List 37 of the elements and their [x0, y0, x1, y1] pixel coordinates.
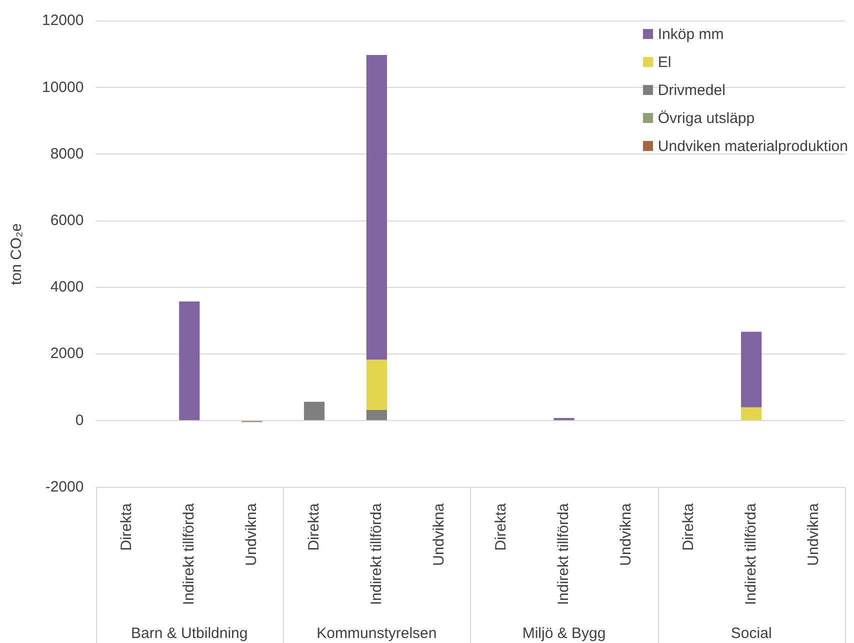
- x-tick-label: Undvikna: [430, 502, 448, 566]
- text: Miljö & Bygg: [522, 625, 606, 642]
- bar: [366, 360, 387, 410]
- bar: [366, 54, 387, 360]
- x-tick-label: Indirekt tillförda: [368, 502, 385, 606]
- y-tick-label: 0: [75, 412, 84, 429]
- x-tick-label: Indirekt tillförda: [555, 502, 572, 606]
- y-tick-label: 12000: [42, 12, 84, 30]
- text: Kommunstyrelsen: [316, 625, 437, 642]
- legend-label: Undviken materialproduktion: [658, 138, 848, 154]
- x-tick-label: Indirekt tillförda: [180, 502, 198, 606]
- x-tick-label: Direkta: [305, 502, 322, 551]
- x-tick-label: Direkta: [492, 502, 510, 551]
- bar: [741, 407, 762, 420]
- text: Barn & Utbildning: [131, 625, 248, 642]
- legend-label: El: [658, 54, 672, 70]
- bar: [304, 402, 325, 420]
- text: Social: [730, 625, 772, 642]
- bar: [741, 332, 762, 408]
- y-tick-label: -2000: [45, 478, 84, 496]
- y-tick-label: 8000: [50, 145, 84, 162]
- y-tick-label: 10000: [42, 78, 84, 96]
- x-tick-label: Direkta: [118, 502, 136, 551]
- x-tick-label: Direkta: [680, 502, 698, 551]
- x-tick-label: Undvikna: [242, 502, 260, 566]
- x-tick-label: Undvikna: [618, 502, 635, 566]
- y-axis-title: ton CO₂e: [8, 223, 26, 285]
- legend-label: Inköp mm: [658, 26, 724, 42]
- bar: [366, 410, 387, 420]
- bar: [179, 301, 200, 420]
- y-tick-label: 4000: [50, 278, 84, 296]
- y-tick-label: 2000: [50, 345, 84, 362]
- x-tick-label: Undvikna: [804, 502, 822, 566]
- x-tick-label: Indirekt tillförda: [742, 502, 760, 606]
- legend-label: Övriga utsläpp: [658, 110, 755, 126]
- y-tick-label: 6000: [50, 212, 84, 229]
- legend-label: Drivmedel: [658, 82, 726, 98]
